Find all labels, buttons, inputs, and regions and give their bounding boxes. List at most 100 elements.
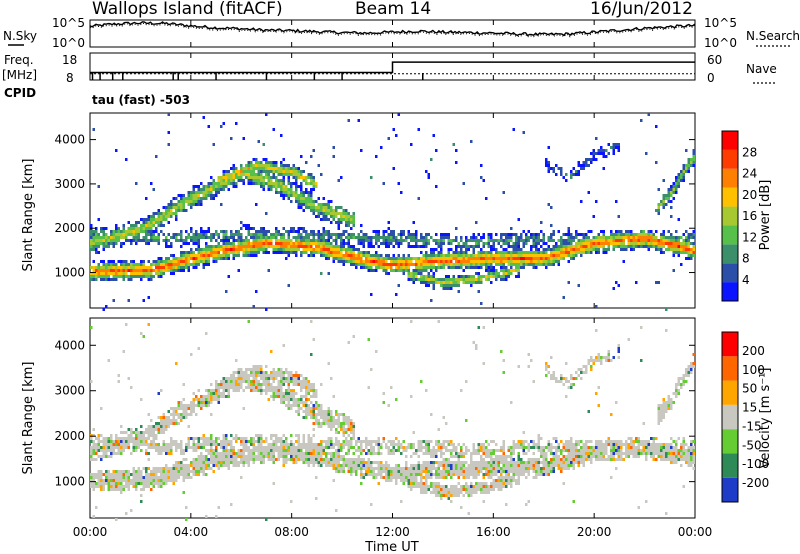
power-cell: [652, 242, 655, 245]
power-cell: [677, 251, 680, 254]
power-cell: [280, 233, 283, 236]
power-cell: [547, 263, 550, 266]
power-cell: [610, 230, 613, 233]
velocity-cell: [100, 446, 103, 449]
power-cell: [280, 194, 283, 197]
velocity-cell: [155, 449, 158, 452]
power-cell: [100, 230, 103, 233]
power-cell: [275, 179, 278, 182]
velocity-cell: [157, 482, 160, 485]
power-cell: [465, 254, 468, 257]
velocity-cell: [152, 446, 155, 449]
power-cell: [177, 203, 180, 206]
velocity-cell: [195, 473, 198, 476]
velocity-cell: [185, 518, 188, 521]
velocity-cell: [302, 395, 305, 398]
power-cell: [460, 236, 463, 239]
power-cell: [195, 263, 198, 266]
power-cell: [557, 263, 560, 266]
velocity-cell: [147, 467, 150, 470]
power-cell: [247, 254, 250, 257]
power-cell: [590, 239, 593, 242]
power-cell: [112, 275, 115, 278]
velocity-cell: [107, 485, 110, 488]
velocity-cell: [320, 425, 323, 428]
velocity-cell: [367, 467, 370, 470]
velocity-cell: [272, 395, 275, 398]
power-cell: [512, 263, 515, 266]
velocity-cell: [150, 446, 153, 449]
velocity-cell: [187, 440, 190, 443]
velocity-cell: [217, 437, 220, 440]
power-cell: [510, 239, 513, 242]
velocity-cell: [112, 485, 115, 488]
power-cell: [407, 242, 410, 245]
power-cell: [262, 233, 265, 236]
power-y-axis-label: Slant Range [km]: [21, 159, 36, 272]
power-cell: [665, 194, 668, 197]
velocity-cell: [165, 422, 168, 425]
power-cell: [385, 254, 388, 257]
power-cell: [467, 263, 470, 266]
power-cell: [155, 155, 158, 158]
velocity-cell: [100, 440, 103, 443]
velocity-cell: [140, 473, 143, 476]
velocity-cell: [125, 482, 128, 485]
power-cell: [410, 245, 413, 248]
velocity-cell: [342, 434, 345, 437]
power-cell: [585, 245, 588, 248]
power-cell: [677, 176, 680, 179]
velocity-cell: [165, 419, 168, 422]
velocity-cell: [222, 377, 225, 380]
velocity-cell: [227, 395, 230, 398]
power-cell: [372, 254, 375, 257]
power-cell: [287, 239, 290, 242]
power-cell: [445, 263, 448, 266]
velocity-cell: [160, 473, 163, 476]
power-cell: [167, 143, 170, 146]
power-cell: [315, 251, 318, 254]
power-cell: [622, 245, 625, 248]
noise-left-tick-bottom: 10^0: [52, 36, 85, 50]
velocity-cell: [155, 434, 158, 437]
power-cell: [662, 203, 665, 206]
power-cell: [367, 245, 370, 248]
velocity-cell: [287, 386, 290, 389]
power-cell: [232, 257, 235, 260]
velocity-cell: [325, 452, 328, 455]
power-cell: [360, 257, 363, 260]
velocity-cell: [232, 446, 235, 449]
power-cell: [335, 242, 338, 245]
power-cell: [397, 233, 400, 236]
power-cell: [645, 236, 648, 239]
power-cell: [445, 236, 448, 239]
power-cell: [480, 260, 483, 263]
power-cell: [265, 158, 268, 161]
velocity-cell: [292, 452, 295, 455]
velocity-cell: [395, 437, 398, 440]
power-colorbar-swatch: [722, 149, 738, 169]
power-cell: [475, 266, 478, 269]
velocity-cell: [365, 443, 368, 446]
velocity-cell: [350, 437, 353, 440]
velocity-cell: [300, 407, 303, 410]
power-cell: [270, 170, 273, 173]
power-cell: [210, 236, 213, 239]
power-cell: [600, 239, 603, 242]
velocity-cell: [102, 473, 105, 476]
velocity-cell: [335, 467, 338, 470]
velocity-cell: [195, 467, 198, 470]
power-cell: [327, 218, 330, 221]
power-cell: [690, 257, 693, 260]
velocity-cell: [232, 386, 235, 389]
velocity-cell: [160, 446, 163, 449]
velocity-cell: [155, 473, 158, 476]
velocity-cell: [105, 449, 108, 452]
velocity-cell: [207, 449, 210, 452]
power-cell: [305, 248, 308, 251]
power-cell: [305, 176, 308, 179]
power-cell: [687, 248, 690, 251]
power-cell: [467, 281, 470, 284]
power-cell: [290, 182, 293, 185]
power-cell: [480, 164, 483, 167]
